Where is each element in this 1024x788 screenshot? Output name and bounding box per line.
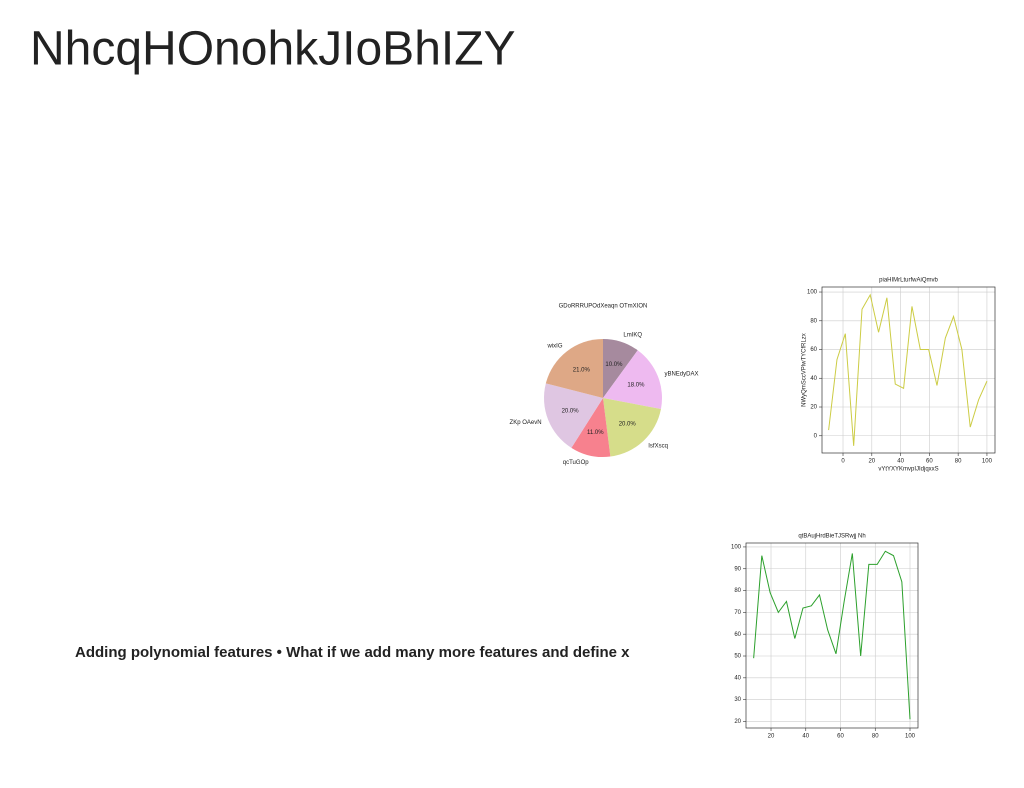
- pie-slice: [571, 398, 611, 457]
- slice-label: qcTuGOp: [563, 460, 589, 466]
- slice-label: yBNEdyDAX: [664, 371, 698, 377]
- slice-label: ZKp OAevN: [510, 420, 542, 426]
- plot-frame: [821, 286, 996, 454]
- slice-label: IsfXscq: [648, 444, 668, 450]
- x-axis-label: vYtYXYKmvpIJIdjqxxS: [878, 467, 938, 473]
- pie-slice: [544, 383, 603, 448]
- y-tick-label: 30: [734, 697, 741, 703]
- pct-label: 20.0%: [562, 409, 580, 415]
- y-tick-label: 70: [734, 610, 741, 616]
- pct-label: 18.0%: [627, 383, 645, 389]
- pie-slice: [603, 350, 663, 410]
- y-tick-label: 20: [734, 719, 741, 725]
- x-tick-label: 60: [837, 734, 844, 740]
- x-tick-label: 20: [868, 459, 875, 465]
- y-tick-label: 50: [734, 654, 741, 660]
- pie-slice: [545, 339, 603, 398]
- x-tick-label: 20: [768, 734, 775, 740]
- y-tick-label: 100: [731, 545, 742, 551]
- chart-title: piaHIMrLturfwAiQmvb: [879, 278, 938, 284]
- x-tick-label: 100: [982, 459, 993, 465]
- x-tick-label: 80: [872, 734, 879, 740]
- pie-slice: [603, 339, 638, 398]
- y-tick-label: 100: [807, 290, 818, 296]
- data-line: [828, 293, 988, 446]
- pct-label: 21.0%: [573, 368, 591, 374]
- x-tick-label: 40: [897, 459, 904, 465]
- pct-label: 11.0%: [587, 430, 604, 436]
- y-tick-label: 0: [814, 433, 818, 439]
- x-tick-label: 0: [841, 459, 845, 465]
- y-tick-label: 40: [734, 675, 741, 681]
- y-tick-label: 80: [734, 588, 741, 594]
- y-tick-label: 90: [734, 566, 741, 572]
- pct-label: 10.0%: [605, 362, 623, 368]
- pie-title: GDoRRRUPOdXeaqn OTmXION: [559, 304, 648, 310]
- y-axis-label: NWyQmSccVPlwTYCfRLzx: [802, 333, 808, 407]
- x-tick-label: 100: [905, 734, 916, 740]
- slice-label: wixIG: [546, 343, 562, 349]
- pct-label: 20.0%: [619, 421, 637, 427]
- slide-title: NhcqHOnohkJIoBhIZY: [30, 23, 516, 76]
- x-tick-label: 40: [802, 734, 809, 740]
- y-tick-label: 60: [810, 347, 817, 353]
- data-line: [753, 550, 911, 720]
- y-tick-label: 80: [810, 318, 817, 324]
- slice-label: LmIKQ: [623, 333, 642, 339]
- x-tick-label: 80: [955, 459, 962, 465]
- y-tick-label: 20: [810, 405, 817, 411]
- y-tick-label: 40: [810, 376, 817, 382]
- x-tick-label: 60: [926, 459, 933, 465]
- pie-slice: [603, 398, 661, 457]
- y-tick-label: 60: [734, 632, 741, 638]
- chart-title: qtBAujHrdBieTJSRwjj Nh: [798, 534, 865, 540]
- plot-frame: [745, 542, 919, 729]
- body-text: Adding polynomial features • What if we …: [75, 644, 630, 661]
